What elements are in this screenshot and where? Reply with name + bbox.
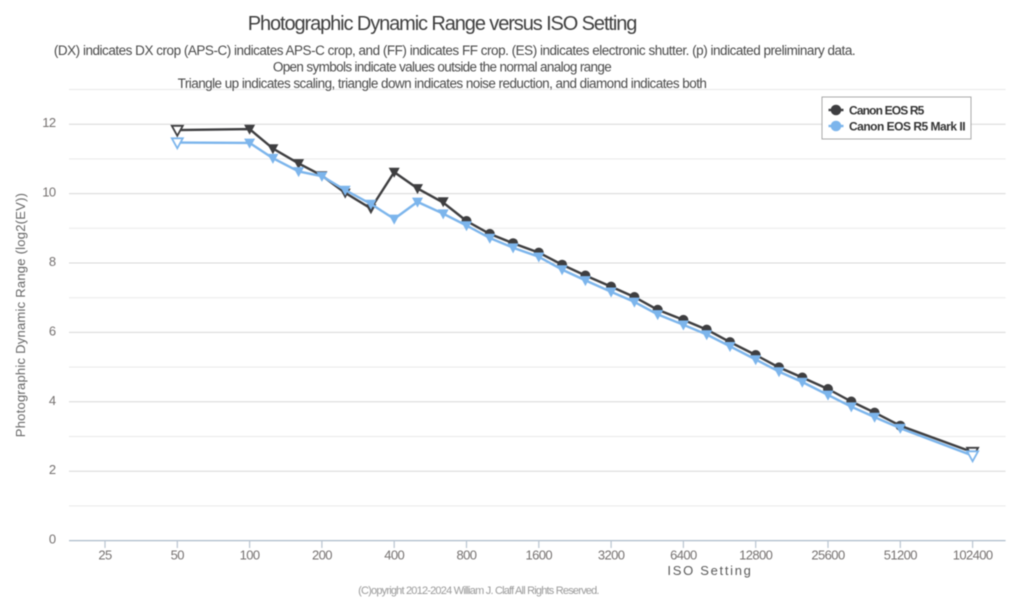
svg-text:8: 8 (49, 254, 56, 269)
svg-text:Canon EOS R5: Canon EOS R5 (849, 104, 925, 118)
svg-text:6400: 6400 (670, 548, 697, 563)
svg-text:50: 50 (171, 548, 185, 563)
svg-text:800: 800 (457, 548, 477, 563)
svg-text:Triangle up indicates scaling,: Triangle up indicates scaling, triangle … (178, 76, 707, 91)
svg-text:ISO Setting: ISO Setting (667, 563, 752, 578)
svg-text:Canon EOS R5 Mark II: Canon EOS R5 Mark II (849, 120, 965, 134)
svg-text:Photographic Dynamic Range ver: Photographic Dynamic Range versus ISO Se… (248, 13, 637, 35)
svg-text:25600: 25600 (811, 548, 845, 563)
svg-text:4: 4 (49, 393, 56, 408)
svg-text:51200: 51200 (884, 548, 918, 563)
svg-text:(DX) indicates DX crop (APS-C): (DX) indicates DX crop (APS-C) indicates… (54, 43, 855, 58)
svg-text:0: 0 (49, 532, 56, 547)
svg-text:400: 400 (384, 548, 404, 563)
svg-text:12: 12 (42, 115, 56, 130)
svg-text:Open symbols indicate values o: Open symbols indicate values outside the… (273, 60, 611, 75)
svg-text:2: 2 (49, 462, 56, 477)
svg-text:Photographic Dynamic Range (lo: Photographic Dynamic Range (log2(EV)) (13, 193, 28, 437)
svg-text:3200: 3200 (598, 548, 625, 563)
svg-text:200: 200 (312, 548, 332, 563)
svg-text:(C)opyright 2012-2024 William: (C)opyright 2012-2024 William J. Claff A… (358, 585, 599, 597)
svg-text:12800: 12800 (739, 548, 773, 563)
svg-text:10: 10 (42, 185, 56, 200)
svg-text:100: 100 (240, 548, 260, 563)
svg-text:1600: 1600 (526, 548, 553, 563)
svg-text:25: 25 (98, 548, 112, 563)
svg-text:102400: 102400 (953, 548, 993, 563)
svg-text:6: 6 (49, 323, 56, 338)
